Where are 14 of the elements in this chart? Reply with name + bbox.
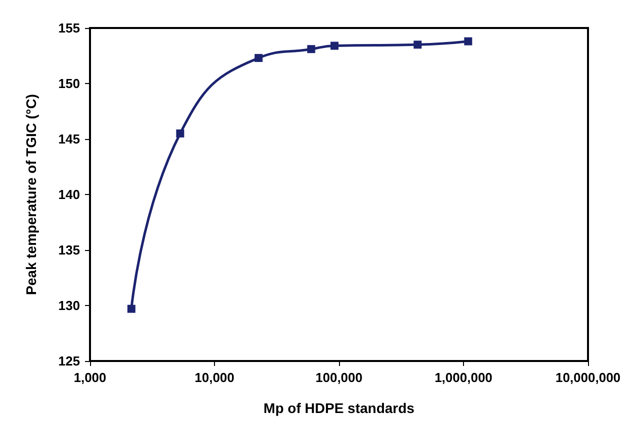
x-tick-label: 100,000 bbox=[316, 370, 362, 385]
x-tick-label: 10,000 bbox=[194, 370, 234, 385]
y-tick-label: 150 bbox=[58, 76, 80, 91]
x-tick-label: 10,000,000 bbox=[555, 370, 621, 385]
x-axis-title: Mp of HDPE standards bbox=[264, 400, 415, 416]
y-tick-label: 145 bbox=[58, 132, 80, 146]
y-tick-label: 125 bbox=[58, 354, 80, 368]
y-tick-label: 140 bbox=[58, 187, 80, 202]
y-tick-label: 130 bbox=[58, 298, 80, 313]
x-tick-label: 1,000 bbox=[74, 370, 106, 385]
y-tick-label: 135 bbox=[58, 242, 80, 258]
x-tick-label: 1,000,000 bbox=[434, 370, 492, 385]
y-tick-label: 155 bbox=[58, 20, 80, 36]
y-axis-title: Peak temperature of TGIC (°C) bbox=[23, 94, 39, 295]
